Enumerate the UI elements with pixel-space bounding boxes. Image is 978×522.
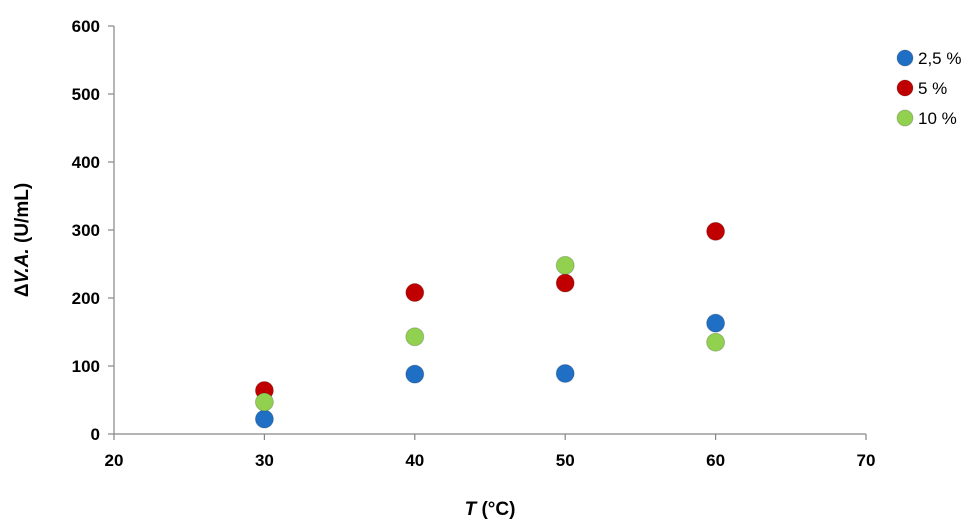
y-axis-title-unit: (U/mL) [12,183,33,248]
x-axis-title: T (°C) [465,499,516,520]
legend-marker [896,109,914,127]
x-tick-label: 30 [255,451,274,470]
series-2 [254,221,726,400]
data-point [555,273,575,293]
data-point [405,364,425,384]
legend-item: 10 % [896,109,957,128]
series-1 [254,313,726,429]
data-points [254,221,726,429]
y-tick-label: 600 [72,17,100,36]
plot-area: 0 100 200 300 400 500 600 20 30 40 50 60 70 [72,17,876,470]
x-tick-label: 60 [706,451,725,470]
x-axis-title-italic: T [465,499,478,520]
legend-marker [896,79,914,97]
data-point [555,255,575,275]
legend: 2,5 % 5 % 10 % [896,49,961,128]
data-point [405,283,425,303]
legend-label: 5 % [918,79,947,98]
x-axis-ticks: 20 30 40 50 60 70 [105,434,876,470]
data-point [706,313,726,333]
y-tick-label: 500 [72,85,100,104]
data-point [706,332,726,352]
legend-item: 5 % [896,79,947,98]
x-axis-title-unit: (°C) [476,499,515,520]
data-point [405,327,425,347]
legend-label: 10 % [918,109,957,128]
y-axis-title: ΔV.A. (U/mL) [12,183,33,297]
series-3 [254,255,726,412]
x-tick-label: 40 [405,451,424,470]
y-tick-label: 100 [72,357,100,376]
y-axis-title-prefix: Δ [12,284,33,298]
x-tick-label: 20 [105,451,124,470]
y-axis-ticks: 0 100 200 300 400 500 600 [72,17,114,444]
legend-marker [896,49,914,67]
y-tick-label: 0 [91,425,100,444]
y-tick-label: 200 [72,289,100,308]
data-point [706,221,726,241]
data-point [555,363,575,383]
legend-item: 2,5 % [896,49,961,68]
x-tick-label: 70 [857,451,876,470]
y-tick-label: 300 [72,221,100,240]
data-point [254,409,274,429]
data-point [254,392,274,412]
y-axis-title-italic: V.A. [12,248,33,283]
y-tick-label: 400 [72,153,100,172]
x-tick-label: 50 [556,451,575,470]
legend-label: 2,5 % [918,49,961,68]
